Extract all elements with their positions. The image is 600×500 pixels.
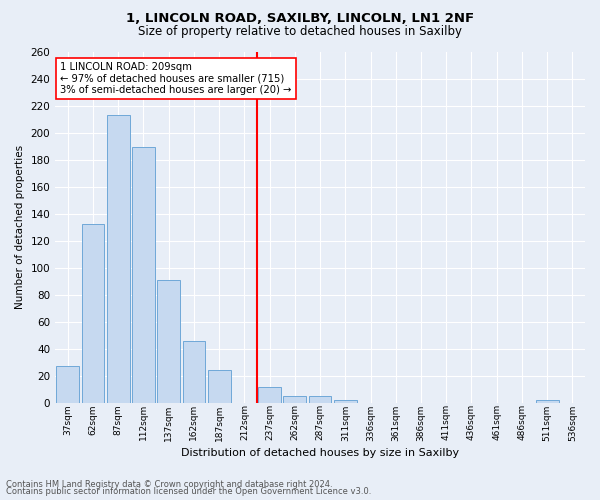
- Y-axis label: Number of detached properties: Number of detached properties: [15, 145, 25, 309]
- Bar: [56, 366, 79, 403]
- Bar: [283, 396, 306, 403]
- Bar: [334, 400, 356, 403]
- Text: 1 LINCOLN ROAD: 209sqm
← 97% of detached houses are smaller (715)
3% of semi-det: 1 LINCOLN ROAD: 209sqm ← 97% of detached…: [61, 62, 292, 95]
- Bar: [258, 386, 281, 403]
- Bar: [132, 148, 155, 403]
- Bar: [309, 396, 331, 403]
- Text: Contains HM Land Registry data © Crown copyright and database right 2024.: Contains HM Land Registry data © Crown c…: [6, 480, 332, 489]
- Text: Size of property relative to detached houses in Saxilby: Size of property relative to detached ho…: [138, 25, 462, 38]
- Bar: [536, 400, 559, 403]
- Bar: [208, 370, 230, 403]
- Bar: [182, 340, 205, 403]
- Bar: [157, 280, 180, 403]
- Bar: [82, 224, 104, 403]
- Bar: [107, 115, 130, 403]
- Text: 1, LINCOLN ROAD, SAXILBY, LINCOLN, LN1 2NF: 1, LINCOLN ROAD, SAXILBY, LINCOLN, LN1 2…: [126, 12, 474, 26]
- Text: Contains public sector information licensed under the Open Government Licence v3: Contains public sector information licen…: [6, 488, 371, 496]
- X-axis label: Distribution of detached houses by size in Saxilby: Distribution of detached houses by size …: [181, 448, 459, 458]
